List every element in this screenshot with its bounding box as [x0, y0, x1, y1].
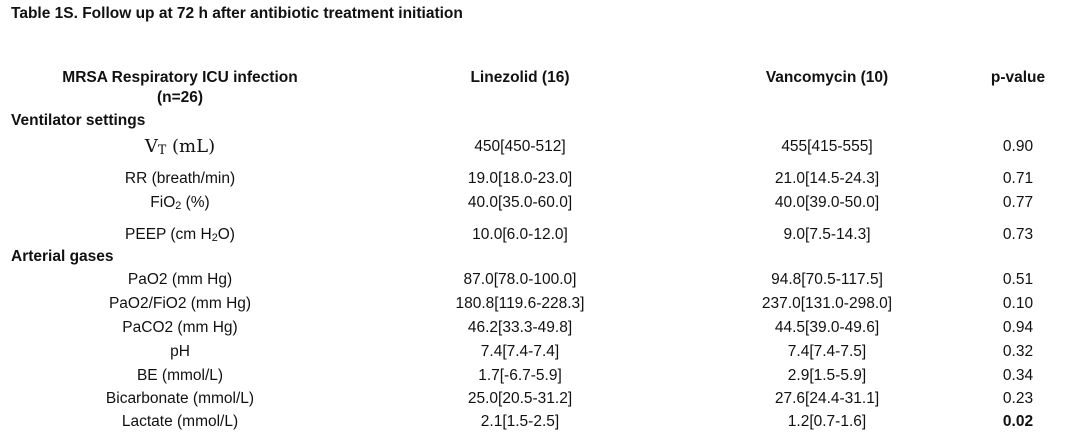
row-label-pao2-fio2: PaO2/FiO2 (mm Hg): [108, 295, 252, 312]
header-group-column: MRSA Respiratory ICU infection (n=26): [20, 68, 340, 108]
table-header: MRSA Respiratory ICU infection (n=26) Li…: [0, 68, 1080, 112]
vt-symbol: V: [144, 136, 158, 157]
table-row: Bicarbonate (mmol/L) 25.0[20.5-31.2] 27.…: [0, 387, 1080, 411]
row-label-ph: pH: [170, 343, 190, 360]
row-vancomycin-value: 94.8[70.5-117.5]: [771, 271, 883, 288]
header-p-value: p-value: [990, 69, 1046, 86]
fio2-subscript: 2: [175, 200, 182, 212]
row-label-rr: RR (breath/min): [124, 170, 236, 187]
vt-unit: (mL): [166, 136, 216, 157]
row-label-peep: PEEP (cm H2O): [20, 223, 340, 250]
row-p-value: 0.77: [1002, 194, 1034, 211]
row-label-paco2: PaCO2 (mm Hg): [122, 319, 238, 336]
row-vancomycin-value: 237.0[131.0-298.0]: [761, 295, 893, 312]
table-row: BE (mmol/L) 1.7[-6.7-5.9] 2.9[1.5-5.9] 0…: [0, 364, 1080, 388]
row-vancomycin-value: 44.5[39.0-49.6]: [774, 319, 880, 336]
fio2-unit: (%): [181, 194, 210, 211]
row-label-vt: VT (mL): [20, 135, 340, 162]
row-linezolid-value: 1.7[-6.7-5.9]: [478, 367, 562, 384]
row-linezolid-value: 19.0[18.0-23.0]: [467, 170, 573, 187]
section-arterial-gases: Arterial gases: [11, 248, 114, 265]
header-vancomycin: Vancomycin (10): [765, 69, 889, 86]
row-linezolid-value: 87.0[78.0-100.0]: [463, 271, 577, 288]
table-row: PaCO2 (mm Hg) 46.2[33.3-49.8] 44.5[39.0-…: [0, 316, 1080, 340]
table-row: Lactate (mmol/L) 2.1[1.5-2.5] 1.2[0.7-1.…: [0, 410, 1080, 434]
table-title: Table 1S. Follow up at 72 h after antibi…: [11, 5, 463, 22]
row-label-be: BE (mmol/L): [136, 367, 224, 384]
table-row: RR (breath/min) 19.0[18.0-23.0] 21.0[14.…: [0, 167, 1080, 191]
section-ventilator-settings: Ventilator settings: [11, 112, 146, 129]
row-p-value: 0.34: [1002, 367, 1034, 384]
row-linezolid-value: 180.8[119.6-228.3]: [455, 295, 585, 312]
row-p-value: 0.71: [1002, 170, 1034, 187]
row-label-lactate: Lactate (mmol/L): [121, 413, 239, 430]
row-p-value: 0.90: [1002, 138, 1034, 155]
header-linezolid: Linezolid (16): [470, 69, 570, 86]
row-linezolid-value: 7.4[7.4-7.4]: [480, 343, 560, 360]
row-p-value: 0.10: [1002, 295, 1034, 312]
row-linezolid-value: 40.0[35.0-60.0]: [467, 194, 573, 211]
row-linezolid-value: 46.2[33.3-49.8]: [467, 319, 573, 336]
vt-subscript: T: [157, 142, 167, 157]
peep-label-start: PEEP (cm H: [125, 226, 212, 243]
table-row: PEEP (cm H2O) 10.0[6.0-12.0] 9.0[7.5-14.…: [0, 223, 1080, 247]
row-vancomycin-value: 27.6[24.4-31.1]: [774, 390, 880, 407]
row-vancomycin-value: 21.0[14.5-24.3]: [774, 170, 880, 187]
table-row: PaO2/FiO2 (mm Hg) 180.8[119.6-228.3] 237…: [0, 292, 1080, 316]
fio2-symbol: FiO: [150, 194, 176, 211]
table-row: VT (mL) 450[450-512] 455[415-555] 0.90: [0, 135, 1080, 159]
table-row: PaO2 (mm Hg) 87.0[78.0-100.0] 94.8[70.5-…: [0, 268, 1080, 292]
row-linezolid-value: 2.1[1.5-2.5]: [480, 413, 560, 430]
row-linezolid-value: 25.0[20.5-31.2]: [467, 390, 573, 407]
row-p-value: 0.23: [1002, 390, 1034, 407]
header-group-line2: (n=26): [156, 89, 204, 106]
row-vancomycin-value: 2.9[1.5-5.9]: [787, 367, 867, 384]
row-label-pao2: PaO2 (mm Hg): [127, 271, 233, 288]
row-label-fio2: FiO2 (%): [20, 191, 340, 218]
table-row: pH 7.4[7.4-7.4] 7.4[7.4-7.5] 0.32: [0, 340, 1080, 364]
row-p-value: 0.94: [1002, 319, 1034, 336]
row-vancomycin-value: 40.0[39.0-50.0]: [774, 194, 880, 211]
row-vancomycin-value: 7.4[7.4-7.5]: [787, 343, 867, 360]
row-linezolid-value: 10.0[6.0-12.0]: [472, 226, 568, 243]
table-row: FiO2 (%) 40.0[35.0-60.0] 40.0[39.0-50.0]…: [0, 191, 1080, 215]
row-linezolid-value: 450[450-512]: [474, 138, 566, 155]
row-p-value-significant: 0.02: [1002, 413, 1034, 430]
row-p-value: 0.73: [1002, 226, 1034, 243]
header-group-line1: MRSA Respiratory ICU infection: [62, 69, 298, 86]
row-vancomycin-value: 455[415-555]: [781, 138, 873, 155]
row-vancomycin-value: 9.0[7.5-14.3]: [783, 226, 871, 243]
row-label-bicarbonate: Bicarbonate (mmol/L): [105, 390, 255, 407]
row-vancomycin-value: 1.2[0.7-1.6]: [787, 413, 867, 430]
peep-subscript: 2: [211, 232, 218, 244]
row-p-value: 0.51: [1002, 271, 1034, 288]
peep-label-end: O): [217, 226, 235, 243]
row-p-value: 0.32: [1002, 343, 1034, 360]
